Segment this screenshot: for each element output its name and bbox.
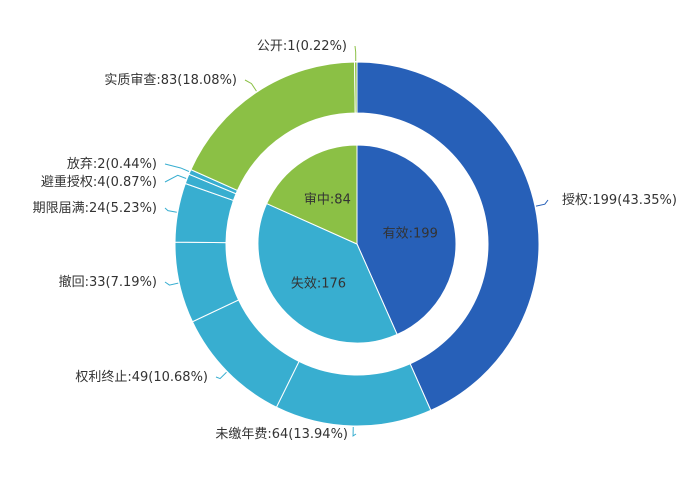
outer-label-0: 授权:199(43.35%) (562, 192, 677, 208)
inner-label-1: 失效:176 (291, 276, 346, 291)
outer-label-5: 避重授权:4(0.87%) (41, 174, 157, 190)
outer-label-4: 期限届满:24(5.23%) (33, 201, 157, 216)
outer-slice-8[interactable] (355, 62, 357, 113)
leader-line-3 (165, 282, 178, 285)
inner-label-2: 审中:84 (304, 192, 351, 207)
leader-line-0 (536, 200, 548, 206)
leader-line-7 (245, 80, 256, 91)
leader-line-4 (165, 208, 177, 212)
outer-label-1: 未缴年费:64(13.94%) (215, 427, 348, 442)
leader-line-1 (353, 427, 356, 436)
outer-label-3: 撤回:33(7.19%) (59, 274, 157, 290)
outer-label-8: 公开:1(0.22%) (257, 39, 347, 54)
inner-pie (258, 145, 456, 343)
leader-line-6 (165, 164, 189, 172)
leader-line-5 (165, 175, 186, 182)
outer-label-6: 放弃:2(0.44%) (67, 157, 157, 172)
outer-slice-1[interactable] (276, 361, 430, 426)
leader-line-2 (216, 372, 226, 378)
leader-line-8 (355, 46, 356, 61)
outer-slice-2[interactable] (192, 300, 299, 407)
outer-label-7: 实质审查:83(18.08%) (104, 73, 237, 88)
inner-label-0: 有效:199 (383, 227, 438, 242)
outer-label-2: 权利终止:49(10.68%) (75, 369, 208, 385)
